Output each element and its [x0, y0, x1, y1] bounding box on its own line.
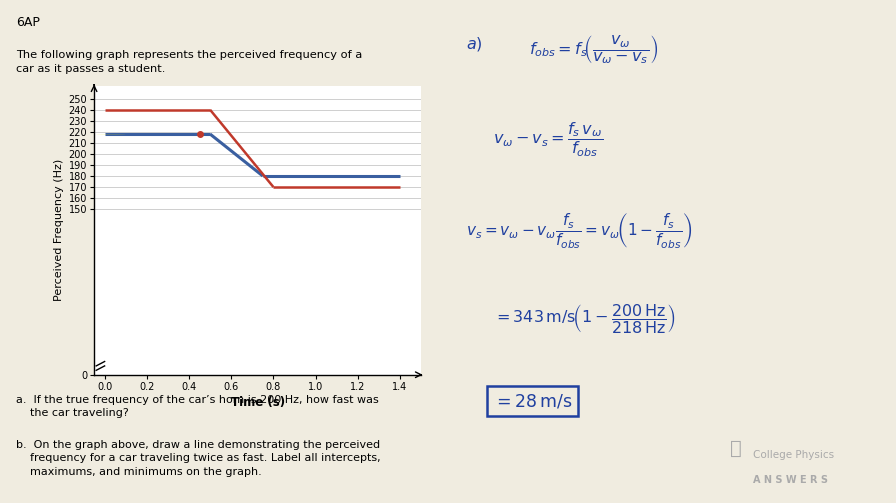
Text: a.  If the true frequency of the car’s horn is 200 Hz, how fast was
    the car : a. If the true frequency of the car’s ho… [16, 395, 379, 418]
Text: $f_{obs} = f_s\!\left(\dfrac{v_\omega}{v_\omega - v_s}\right)$: $f_{obs} = f_s\!\left(\dfrac{v_\omega}{v… [529, 33, 658, 66]
Text: The following graph represents the perceived frequency of a
car as it passes a s: The following graph represents the perce… [16, 50, 362, 73]
Text: $= 28\,\mathrm{m/s}$: $= 28\,\mathrm{m/s}$ [493, 392, 572, 410]
Text: $= 343\,\mathrm{m/s}\!\left(1 - \dfrac{200\,\mathrm{Hz}}{218\,\mathrm{Hz}}\right: $= 343\,\mathrm{m/s}\!\left(1 - \dfrac{2… [493, 302, 676, 335]
Text: $v_\omega - v_s = \dfrac{f_s\,v_\omega}{f_{obs}}$: $v_\omega - v_s = \dfrac{f_s\,v_\omega}{… [493, 121, 603, 159]
Text: b.  On the graph above, draw a line demonstrating the perceived
    frequency fo: b. On the graph above, draw a line demon… [16, 440, 381, 476]
Text: College Physics: College Physics [753, 450, 834, 460]
Text: $a)$: $a)$ [466, 35, 483, 53]
Y-axis label: Perceived Frequency (Hz): Perceived Frequency (Hz) [55, 159, 65, 301]
Text: 6AP: 6AP [16, 16, 40, 29]
Text: 🎓: 🎓 [730, 439, 742, 458]
Text: A N S W E R S: A N S W E R S [753, 475, 828, 485]
X-axis label: Time (s): Time (s) [230, 396, 285, 409]
Text: $v_s = v_\omega - v_\omega\dfrac{f_s}{f_{obs}} = v_\omega\!\left(1 - \dfrac{f_s}: $v_s = v_\omega - v_\omega\dfrac{f_s}{f_… [466, 211, 692, 250]
